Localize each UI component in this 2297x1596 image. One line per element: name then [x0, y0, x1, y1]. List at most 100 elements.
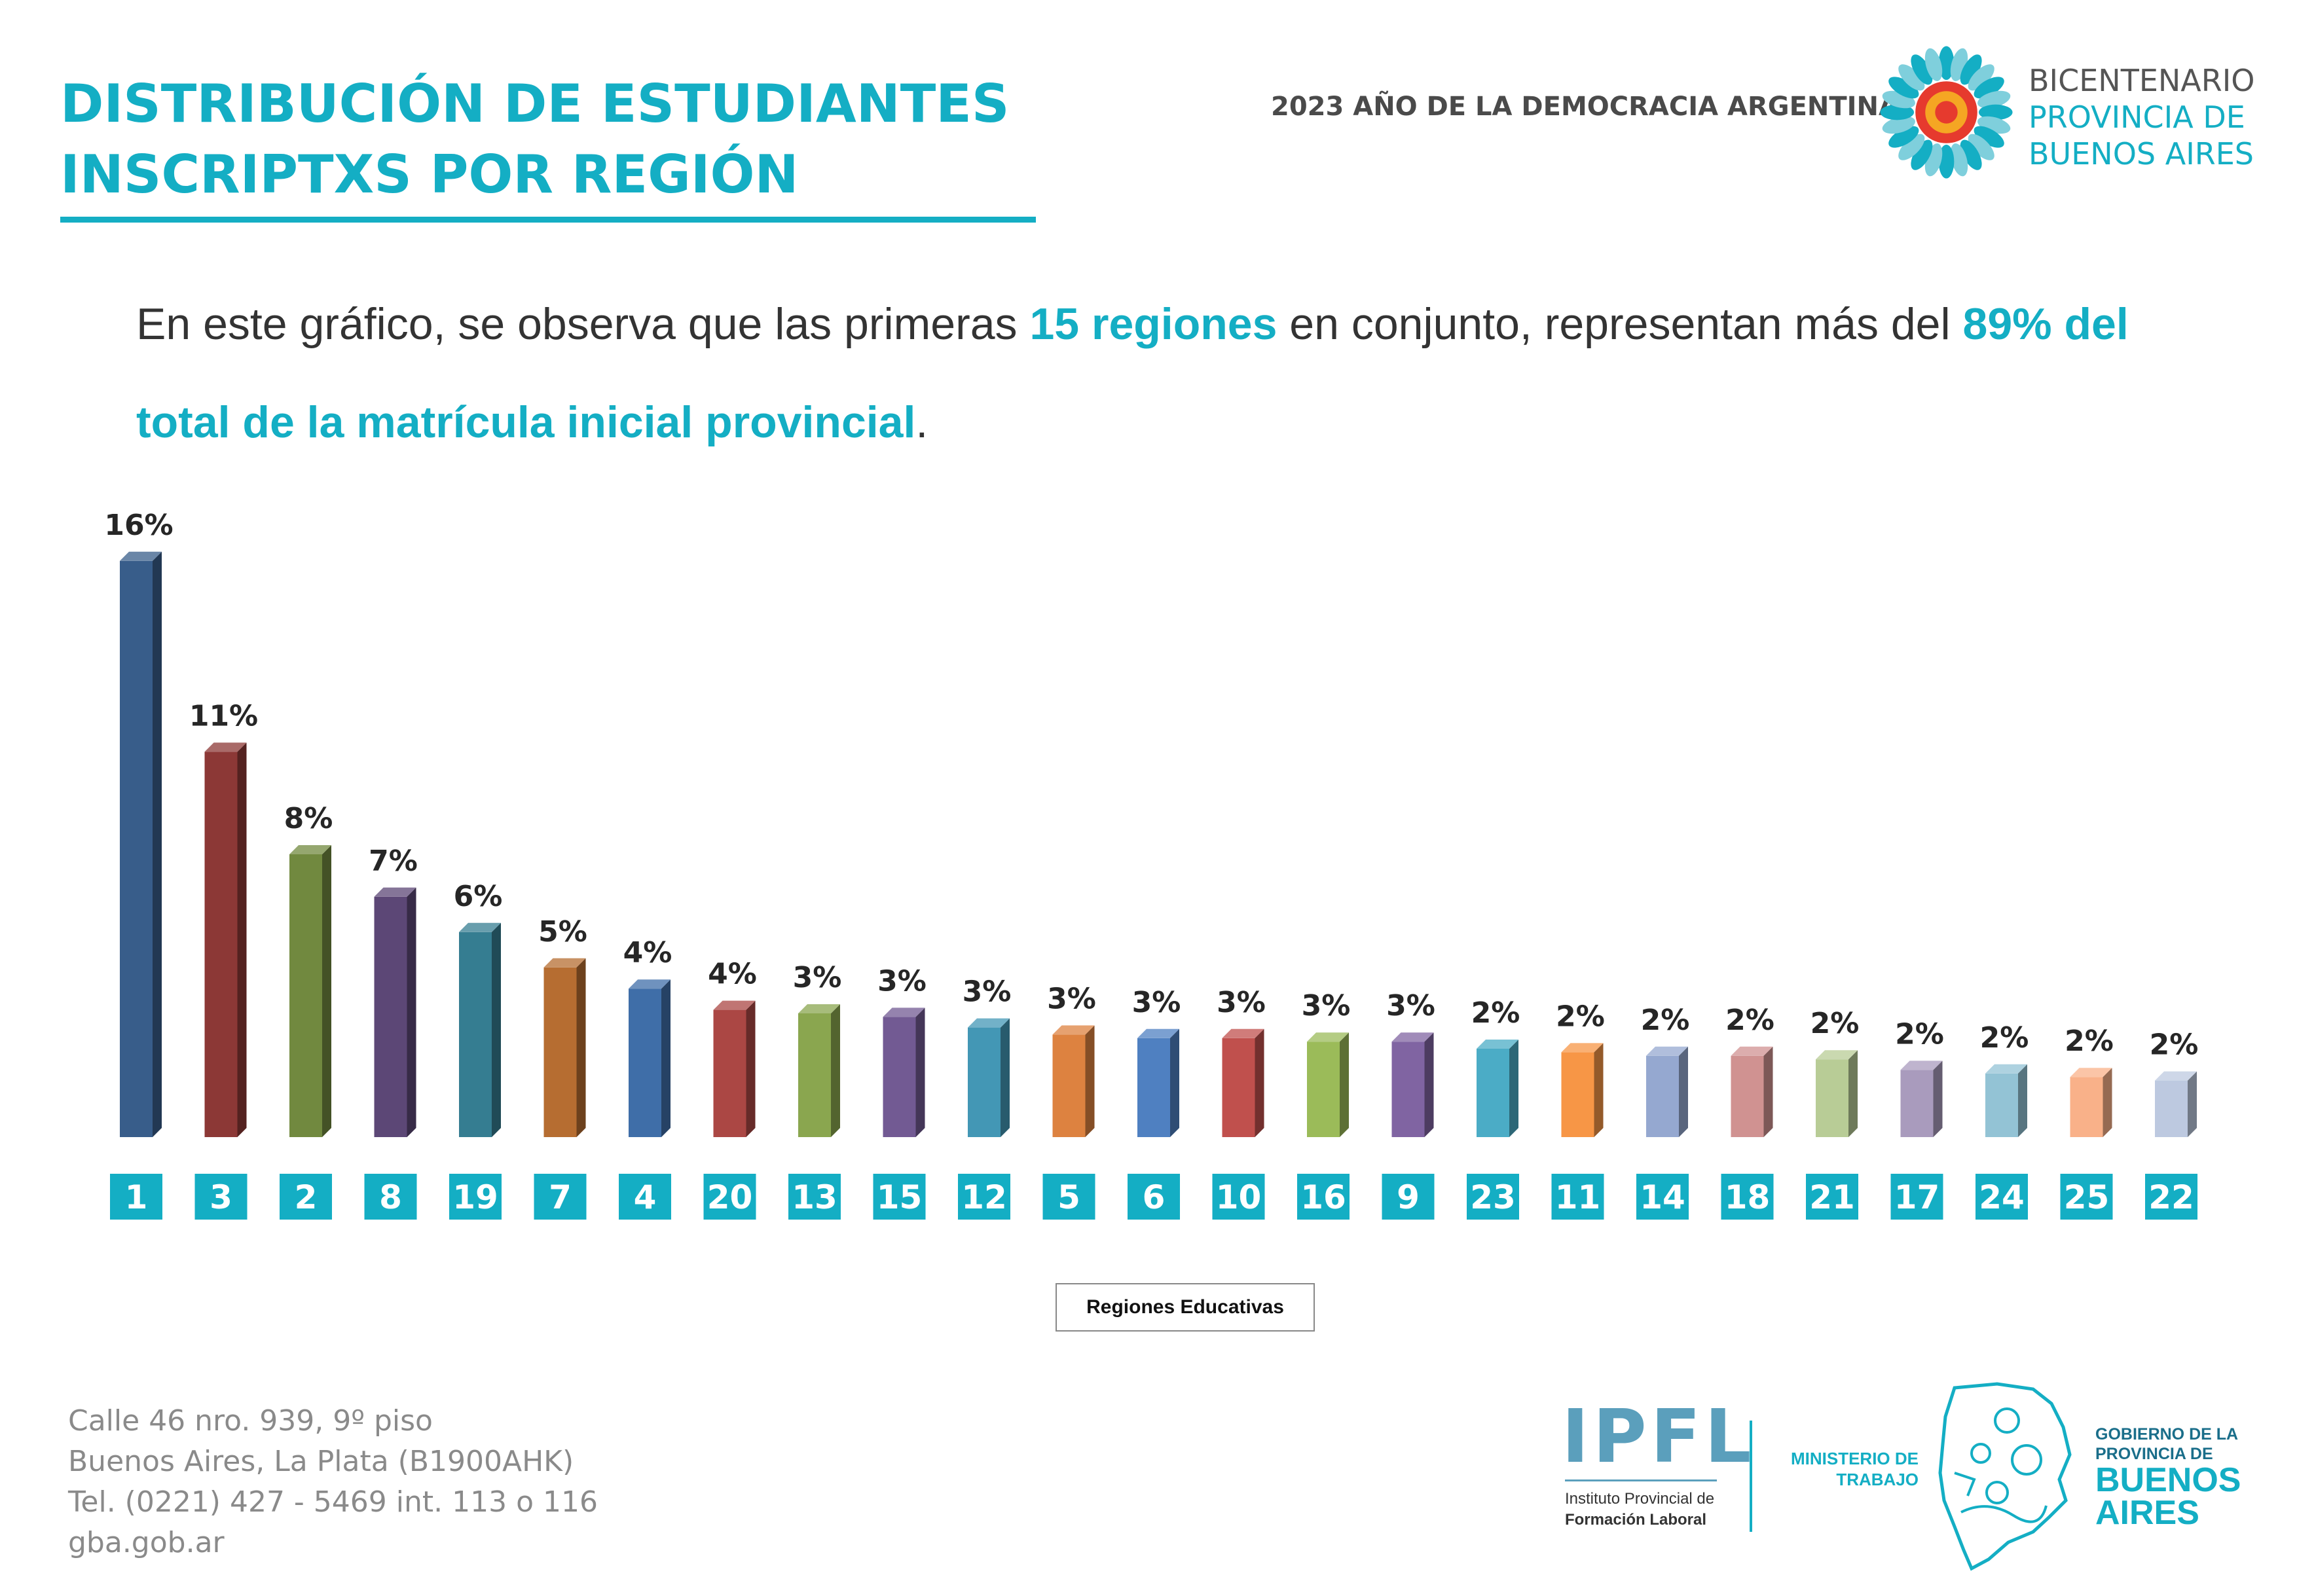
bar-side	[661, 979, 671, 1137]
bar-side	[1848, 1050, 1858, 1137]
bar-front	[968, 1028, 1001, 1137]
bar-front	[120, 561, 153, 1137]
ministerio-trabajo: MINISTERIO DE TRABAJO	[1774, 1448, 1919, 1490]
footer-divider	[1750, 1421, 1752, 1532]
bar-front	[714, 1010, 746, 1137]
bar-front	[1222, 1038, 1255, 1137]
address-line1: Calle 46 nro. 939, 9º piso	[68, 1401, 598, 1442]
bar-front	[1901, 1070, 1934, 1137]
bicentenario-sun-logo-icon	[1876, 42, 2017, 183]
ministerio-line1: MINISTERIO DE	[1774, 1448, 1919, 1469]
bar-side	[492, 923, 501, 1137]
bicentenario-wordmark: BICENTENARIO PROVINCIA DE BUENOS AIRES	[2029, 62, 2255, 172]
bar-data-label: 2%	[1641, 1004, 1690, 1037]
region-label: 24	[1979, 1178, 2025, 1216]
bar-side	[2103, 1068, 2112, 1137]
bar-front	[2070, 1077, 2103, 1137]
intro-highlight-regions: 15 regiones	[1029, 299, 1277, 349]
page-title: DISTRIBUCIÓN DE ESTUDIANTES INSCRIPTXS P…	[60, 69, 1010, 210]
bar-data-label: 2%	[1895, 1017, 1944, 1051]
bar-front	[459, 932, 492, 1137]
democracy-slogan: 2023 AÑO DE LA DEMOCRACIA ARGENTINA	[1244, 92, 1899, 122]
bar-data-label: 16%	[104, 509, 173, 542]
bar-side	[746, 1001, 756, 1137]
bar-data-label: 4%	[708, 958, 757, 991]
region-label: 1	[125, 1178, 148, 1216]
address-line2: Buenos Aires, La Plata (B1900AHK)	[68, 1442, 598, 1482]
region-label: 16	[1300, 1178, 1346, 1216]
website-link[interactable]: gba.gob.ar	[68, 1523, 598, 1563]
bar-side	[831, 1004, 840, 1137]
bar-data-label: 2%	[2065, 1025, 2114, 1058]
bar-side	[1425, 1032, 1434, 1137]
bar-front	[544, 968, 577, 1137]
region-label: 7	[549, 1178, 572, 1216]
bar-data-label: 3%	[1302, 989, 1351, 1023]
bar-front	[1731, 1056, 1764, 1137]
bar-data-label: 7%	[369, 844, 418, 878]
bar-data-label: 11%	[189, 699, 258, 733]
chart-legend: Regiones Educativas	[1056, 1283, 1315, 1332]
region-label: 18	[1725, 1178, 1771, 1216]
intro-text-1: En este gráfico, se observa que las prim…	[136, 299, 1029, 349]
ipfl-logo-rule	[1565, 1479, 1717, 1481]
bar-side	[1086, 1025, 1095, 1137]
bar-front	[1137, 1038, 1170, 1137]
bar-side	[1509, 1040, 1518, 1137]
bar-front	[1053, 1034, 1086, 1137]
region-label: 17	[1894, 1178, 1940, 1216]
page-title-line1: DISTRIBUCIÓN DE ESTUDIANTES	[60, 69, 1010, 139]
region-label: 12	[961, 1178, 1007, 1216]
bar-data-label: 6%	[454, 880, 503, 913]
bar-front	[289, 854, 322, 1137]
bar-data-label: 4%	[623, 936, 672, 970]
region-label: 20	[707, 1178, 753, 1216]
address-block: Calle 46 nro. 939, 9º piso Buenos Aires,…	[68, 1401, 598, 1563]
region-label: 3	[210, 1178, 232, 1216]
ministerio-line2: TRABAJO	[1774, 1469, 1919, 1490]
region-label: 8	[379, 1178, 402, 1216]
bar-data-label: 3%	[1132, 986, 1181, 1019]
bar-data-label: 2%	[1725, 1004, 1774, 1037]
bar-front	[1477, 1049, 1509, 1137]
region-label: 21	[1809, 1178, 1855, 1216]
ipfl-logo: IPFL	[1562, 1398, 1755, 1476]
bar-data-label: 2%	[1810, 1007, 1860, 1040]
region-label: 11	[1555, 1178, 1601, 1216]
bar-side	[1170, 1029, 1179, 1137]
page-title-line2: INSCRIPTXS POR REGIÓN	[60, 139, 1010, 210]
gob-line1: GOBIERNO DE LA	[2095, 1424, 2241, 1444]
bicentenario-line1: BICENTENARIO	[2029, 62, 2255, 99]
bar-front	[2155, 1081, 2188, 1137]
region-label: 13	[792, 1178, 837, 1216]
bar-front	[1307, 1042, 1340, 1137]
bar-data-label: 3%	[1386, 989, 1435, 1023]
bar-side	[407, 888, 416, 1137]
intro-text-2: en conjunto, representan más del	[1277, 299, 1962, 349]
region-label: 9	[1397, 1178, 1420, 1216]
bar-side	[1764, 1047, 1773, 1137]
bar-side	[1594, 1043, 1604, 1137]
bicentenario-line3: BUENOS AIRES	[2029, 136, 2255, 172]
region-label: 10	[1216, 1178, 1262, 1216]
ipfl-name: Instituto Provincial de Formación Labora…	[1565, 1489, 1714, 1531]
region-label: 2	[295, 1178, 318, 1216]
gob-line3: BUENOS	[2095, 1464, 2241, 1496]
region-label: 15	[877, 1178, 923, 1216]
bar-side	[1001, 1019, 1010, 1137]
buenos-aires-province-map-icon	[1935, 1381, 2079, 1571]
region-label: 4	[634, 1178, 657, 1216]
bar-side	[322, 845, 331, 1137]
bar-data-label: 3%	[877, 964, 927, 998]
gobierno-pba-wordmark: GOBIERNO DE LA PROVINCIA DE BUENOS AIRES	[2095, 1424, 2241, 1529]
bar-side	[2188, 1072, 2197, 1137]
bar-side	[577, 958, 586, 1137]
bar-side	[238, 742, 247, 1137]
bar-front	[1985, 1074, 2018, 1137]
bar-front	[883, 1017, 916, 1137]
region-label: 25	[2064, 1178, 2110, 1216]
bar-data-label: 2%	[1980, 1021, 2029, 1055]
bar-data-label: 3%	[1047, 982, 1096, 1015]
bar-data-label: 2%	[1556, 1000, 1605, 1033]
bar-front	[1646, 1056, 1679, 1137]
